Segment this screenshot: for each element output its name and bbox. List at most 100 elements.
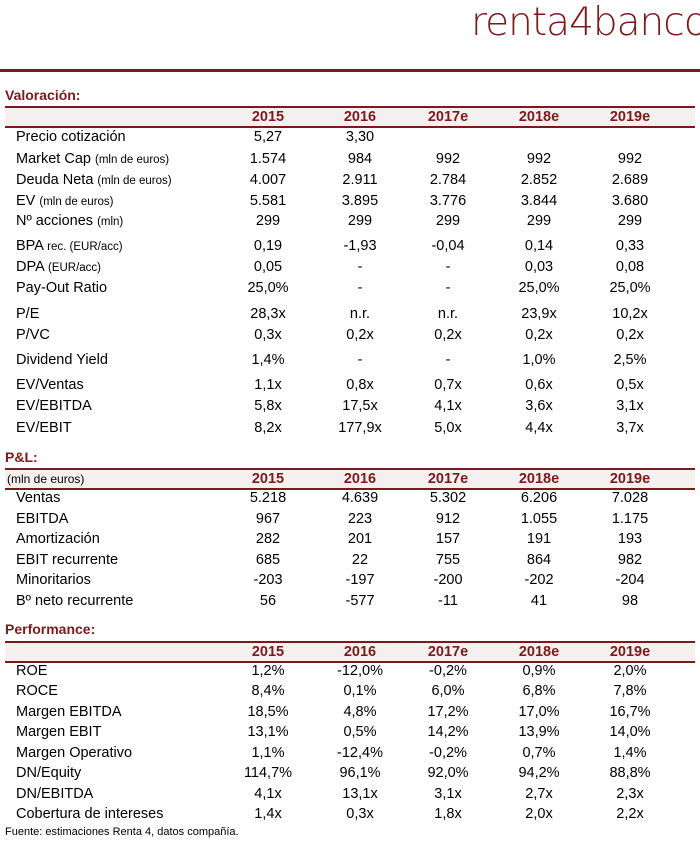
- valoracion-cell-value: 0,6x: [525, 377, 553, 393]
- valoracion-cell-value: 5,0x: [434, 420, 462, 436]
- performance-row-label: Margen Operativo: [16, 745, 133, 761]
- performance-cell-value: -0,2%: [429, 745, 467, 761]
- pl-table-row: EBIT recurrente 685 22 755 864 982: [0, 550, 700, 570]
- pl-year-header: 2015: [251, 471, 285, 487]
- valoracion-cell-value: 5,27: [253, 129, 283, 145]
- valoracion-cell-value: 3,30: [345, 129, 375, 145]
- pl-cell-value: -577: [345, 593, 375, 609]
- performance-cell-value: 14,2%: [427, 724, 469, 740]
- performance-table-row: Margen EBITDA 18,5% 4,8% 17,2% 17,0% 16,7%: [0, 702, 700, 722]
- valoracion-cell-value: 4,1x: [434, 398, 462, 414]
- performance-row-label: Cobertura de intereses: [16, 806, 164, 822]
- valoracion-row-unit: (mln de euros): [97, 175, 172, 187]
- pl-year-header: 2018e: [518, 471, 560, 487]
- performance-table-row: DN/EBITDA 4,1x 13,1x 3,1x 2,7x 2,3x: [0, 784, 700, 804]
- valoracion-cell-value: 0,2x: [616, 327, 644, 343]
- valoracion-row-label: P/VC: [16, 327, 50, 343]
- performance-year-header: 2015: [251, 644, 285, 660]
- valoracion-cell-value: -1,93: [343, 238, 377, 254]
- pl-header-line-top: [5, 468, 695, 470]
- pl-cell-value: 685: [255, 552, 281, 568]
- pl-cell-value: 56: [259, 593, 277, 609]
- pl-cell-value: 41: [530, 593, 548, 609]
- valoracion-table-row: Market Cap (mln de euros) 1.574 984 992 992 9…: [0, 149, 700, 169]
- valoracion-header-line-top: [5, 106, 695, 108]
- performance-cell-value: 13,9%: [518, 724, 560, 740]
- pl-cell-value: 193: [617, 531, 643, 547]
- valoracion-cell-value: 17,5x: [342, 398, 378, 414]
- performance-cell-value: 92,0%: [427, 765, 469, 781]
- valoracion-row-label: BPA rec. (EUR/acc): [16, 238, 123, 254]
- valoracion-cell-value: 299: [435, 213, 461, 229]
- pl-table-row: Ventas 5.218 4.639 5.302 6.206 7.028: [0, 488, 700, 508]
- performance-row-label: ROCE: [16, 683, 58, 699]
- performance-cell-value: 13,1x: [342, 786, 378, 802]
- valoracion-cell-value: 0,2x: [434, 327, 462, 343]
- pl-cell-value: -202: [524, 572, 554, 588]
- performance-table-row: Margen EBIT 13,1% 0,5% 14,2% 13,9% 14,0%: [0, 722, 700, 742]
- valoracion-cell-value: 0,8x: [346, 377, 374, 393]
- valoracion-cell-value: 0,08: [615, 259, 645, 275]
- performance-cell-value: 6,0%: [431, 683, 465, 699]
- pl-cell-value: 201: [347, 531, 373, 547]
- valoracion-table-row: BPA rec. (EUR/acc) 0,19 -1,93 -0,04 0,14 0,33: [0, 236, 700, 256]
- valoracion-cell-value: 0,19: [253, 238, 283, 254]
- performance-header-row: 2015 2016 2017e 2018e 2019e: [0, 642, 700, 662]
- valoracion-table-row: P/E 28,3x n.r. n.r. 23,9x 10,2x: [0, 304, 700, 324]
- performance-cell-value: 1,4x: [254, 806, 282, 822]
- valoracion-cell-value: 177,9x: [338, 420, 382, 436]
- valoracion-cell-value: 0,2x: [346, 327, 374, 343]
- valoracion-cell-value: 299: [255, 213, 281, 229]
- valoracion-row-unit: (EUR/acc): [47, 262, 102, 274]
- performance-cell-value: 1,2%: [251, 663, 285, 679]
- pl-cell-value: 864: [526, 552, 552, 568]
- pl-header-line-bottom: [5, 488, 695, 490]
- valoracion-cell-value: 1,0%: [522, 352, 556, 368]
- valoracion-table-row: EV/Ventas 1,1x 0,8x 0,7x 0,6x 0,5x: [0, 375, 700, 395]
- valoracion-cell-value: 984: [347, 151, 373, 167]
- valoracion-cell-value: 1.574: [249, 151, 287, 167]
- valoracion-table-row: Dividend Yield 1,4% - - 1,0% 2,5%: [0, 350, 700, 370]
- performance-cell-value: 14,0%: [609, 724, 651, 740]
- valoracion-row-label: Nº acciones (mln): [16, 213, 124, 229]
- valoracion-cell-value: 992: [435, 151, 461, 167]
- valoracion-cell-value: 0,05: [253, 259, 283, 275]
- valoracion-header-line-bottom: [5, 126, 695, 128]
- performance-cell-value: 6,8%: [522, 683, 556, 699]
- performance-row-label: ROE: [16, 663, 48, 679]
- pl-cell-value: 282: [255, 531, 281, 547]
- pl-row-label: Ventas: [16, 490, 61, 506]
- pl-cell-value: -197: [345, 572, 375, 588]
- valoracion-year-header: 2019e: [609, 109, 651, 125]
- performance-cell-value: 2,2x: [616, 806, 644, 822]
- performance-year-header: 2019e: [609, 644, 651, 660]
- valoracion-cell-value: 2.689: [611, 172, 649, 188]
- performance-cell-value: 0,5%: [343, 724, 377, 740]
- performance-table-row: Margen Operativo 1,1% -12,4% -0,2% 0,7% 1,4%: [0, 743, 700, 763]
- pl-cell-value: 967: [255, 511, 281, 527]
- pl-table-row: Amortización 282 201 157 191 193: [0, 529, 700, 549]
- pl-row-label: EBITDA: [16, 511, 69, 527]
- valoracion-cell-value: 2.852: [520, 172, 558, 188]
- pl-cell-value: -11: [438, 593, 458, 609]
- valoracion-table-row: EV/EBITDA 5,8x 17,5x 4,1x 3,6x 3,1x: [0, 396, 700, 416]
- valoracion-cell-value: 3,1x: [616, 398, 644, 414]
- valoracion-cell-value: 992: [526, 151, 552, 167]
- valoracion-row-unit: (mln de euros): [94, 154, 170, 166]
- valoracion-row-label: Market Cap (mln de euros): [16, 151, 170, 167]
- pl-unit-label: (mln de euros): [7, 472, 85, 486]
- valoracion-row-label: EV/Ventas: [16, 377, 84, 393]
- valoracion-cell-value: 2.784: [429, 172, 467, 188]
- performance-table-row: ROE 1,2% -12,0% -0,2% 0,9% 2,0%: [0, 661, 700, 681]
- performance-cell-value: 2,0x: [525, 806, 553, 822]
- pl-header-row: (mln de euros) 2015 2016 2017e 2018e 2019e: [0, 469, 700, 489]
- valoracion-cell-value: 0,03: [524, 259, 554, 275]
- valoracion-cell-value: 8,2x: [254, 420, 282, 436]
- valoracion-table-row: Deuda Neta (mln de euros) 4.007 2.911 2.784…: [0, 170, 700, 190]
- valoracion-row-label: Dividend Yield: [16, 352, 108, 368]
- valoracion-cell-value: 299: [526, 213, 552, 229]
- valoracion-section-title: Valoración:: [5, 87, 81, 103]
- valoracion-cell-value: 5.581: [249, 193, 287, 209]
- valoracion-cell-value: 25,0%: [518, 280, 560, 296]
- valoracion-cell-value: 2,5%: [613, 352, 647, 368]
